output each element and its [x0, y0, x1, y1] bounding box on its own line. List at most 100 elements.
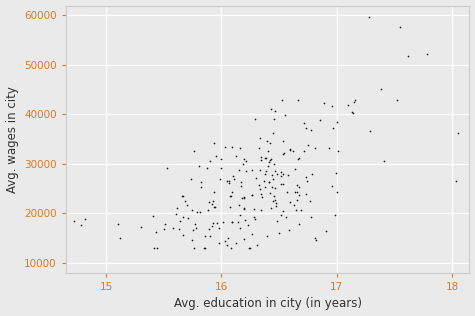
- Point: [237, 226, 244, 231]
- Point: [265, 180, 273, 185]
- Point: [188, 207, 196, 212]
- Point: [295, 185, 303, 190]
- Point: [316, 118, 323, 123]
- Point: [244, 222, 251, 228]
- Point: [328, 103, 335, 108]
- Point: [172, 212, 180, 217]
- Point: [328, 183, 336, 188]
- Point: [149, 214, 157, 219]
- Point: [307, 214, 315, 219]
- Point: [241, 206, 248, 211]
- Point: [232, 153, 239, 158]
- Point: [210, 189, 218, 194]
- Point: [283, 190, 290, 195]
- Point: [253, 175, 260, 180]
- Point: [292, 207, 300, 212]
- Point: [240, 207, 248, 212]
- Point: [221, 144, 228, 149]
- Point: [163, 165, 171, 170]
- Point: [260, 179, 268, 184]
- Point: [205, 207, 212, 212]
- X-axis label: Avg. education in city (in years): Avg. education in city (in years): [173, 297, 361, 310]
- Point: [256, 136, 264, 141]
- Point: [273, 219, 281, 224]
- Point: [365, 15, 373, 20]
- Point: [190, 149, 198, 154]
- Point: [224, 236, 232, 241]
- Point: [274, 172, 281, 177]
- Point: [303, 178, 311, 183]
- Point: [176, 226, 183, 231]
- Point: [160, 227, 168, 232]
- Point: [279, 171, 287, 176]
- Point: [405, 53, 412, 58]
- Point: [323, 228, 330, 233]
- Point: [116, 236, 124, 241]
- Point: [258, 195, 266, 200]
- Point: [423, 52, 430, 57]
- Point: [226, 204, 234, 209]
- Point: [301, 149, 308, 154]
- Point: [291, 202, 298, 207]
- Point: [285, 228, 292, 233]
- Point: [228, 220, 236, 225]
- Point: [279, 208, 286, 213]
- Point: [248, 167, 256, 172]
- Point: [284, 172, 292, 177]
- Point: [257, 208, 265, 213]
- Point: [332, 213, 339, 218]
- Point: [277, 181, 285, 186]
- Point: [225, 181, 232, 186]
- Point: [295, 192, 303, 198]
- Point: [242, 159, 250, 164]
- Point: [226, 194, 234, 199]
- Point: [250, 206, 258, 211]
- Point: [393, 97, 401, 102]
- Point: [161, 222, 168, 227]
- Point: [250, 214, 258, 219]
- Point: [257, 191, 265, 196]
- Point: [181, 198, 189, 203]
- Point: [228, 145, 236, 150]
- Point: [257, 157, 265, 162]
- Point: [270, 161, 278, 167]
- Point: [213, 221, 221, 226]
- Point: [279, 151, 286, 156]
- Point: [70, 218, 77, 223]
- Point: [397, 25, 404, 30]
- Point: [248, 231, 256, 236]
- Point: [304, 143, 312, 148]
- Point: [277, 169, 285, 174]
- Point: [264, 149, 272, 154]
- Point: [237, 183, 244, 188]
- Point: [255, 146, 263, 151]
- Point: [261, 184, 269, 189]
- Point: [349, 111, 357, 116]
- Point: [209, 221, 217, 226]
- Point: [279, 138, 286, 143]
- Point: [277, 212, 285, 217]
- Point: [270, 193, 278, 198]
- Point: [261, 156, 269, 161]
- Point: [183, 203, 191, 208]
- Point: [269, 199, 277, 204]
- Point: [302, 174, 309, 179]
- Point: [189, 228, 197, 233]
- Point: [272, 200, 279, 205]
- Point: [454, 131, 462, 136]
- Point: [268, 185, 276, 190]
- Point: [202, 233, 209, 238]
- Point: [350, 100, 358, 105]
- Point: [179, 193, 187, 198]
- Point: [230, 177, 238, 182]
- Point: [197, 210, 204, 215]
- Point: [228, 193, 235, 198]
- Point: [210, 205, 218, 210]
- Point: [153, 246, 161, 251]
- Point: [240, 156, 248, 161]
- Point: [271, 197, 278, 202]
- Point: [169, 225, 176, 230]
- Point: [152, 229, 160, 234]
- Point: [306, 199, 314, 204]
- Point: [248, 193, 256, 198]
